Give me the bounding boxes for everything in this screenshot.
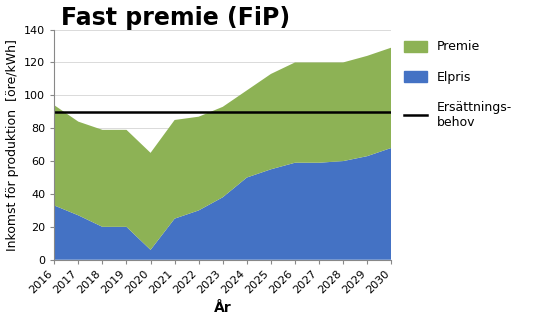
X-axis label: År: År bbox=[214, 301, 232, 316]
Text: Fast premie (FiP): Fast premie (FiP) bbox=[61, 5, 290, 30]
Y-axis label: Inkomst för produktion  [öre/kWh]: Inkomst för produktion [öre/kWh] bbox=[5, 39, 19, 251]
Legend: Premie, Elpris, Ersättnings-
behov: Premie, Elpris, Ersättnings- behov bbox=[404, 40, 512, 129]
